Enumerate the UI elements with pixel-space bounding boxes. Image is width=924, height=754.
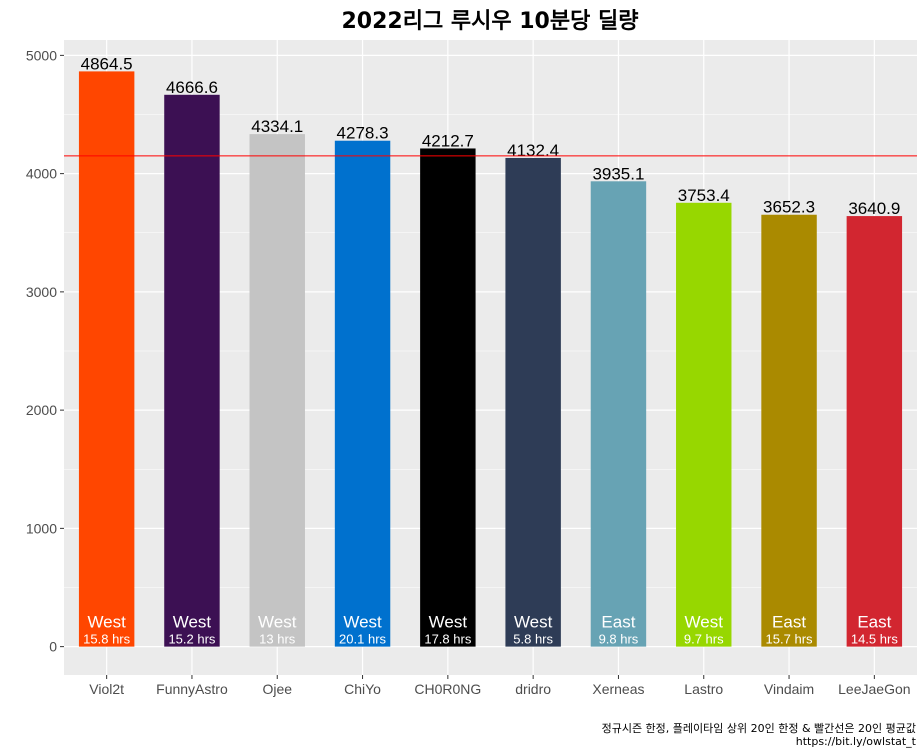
bar-value-label: 3753.4: [678, 186, 730, 205]
x-axis: Viol2t FunnyAstro Ojee ChiYo CH0R0NG dridro Xe…: [89, 675, 911, 697]
bar-value-label: 4212.7: [422, 131, 474, 150]
bar-value-label: 4666.6: [166, 78, 218, 97]
conference-label: East: [857, 613, 891, 632]
bar-value-label: 4132.4: [507, 141, 559, 160]
x-tick-label: Xerneas: [592, 681, 644, 697]
y-tick-label: 4000: [26, 166, 57, 182]
hours-label: 9.7 hrs: [684, 632, 724, 647]
bar-value-label: 3640.9: [848, 199, 900, 218]
hours-label: 17.8 hrs: [424, 632, 471, 647]
conference-label: East: [601, 613, 635, 632]
conference-label: West: [514, 613, 553, 632]
y-axis: 0 1000 2000 3000 4000 5000: [26, 47, 64, 655]
hours-label: 20.1 hrs: [339, 632, 386, 647]
y-tick-label: 1000: [26, 520, 57, 536]
bar-value-label: 4334.1: [251, 117, 303, 136]
bar: [164, 94, 220, 647]
hours-label: 9.8 hrs: [599, 632, 639, 647]
x-tick-label: LeeJaeGon: [838, 681, 910, 697]
hours-label: 15.8 hrs: [83, 632, 130, 647]
hours-label: 15.2 hrs: [168, 632, 215, 647]
bar: [420, 148, 476, 647]
conference-label: East: [772, 613, 806, 632]
bar-value-label: 4278.3: [337, 124, 389, 143]
x-tick-label: ChiYo: [344, 681, 381, 697]
y-tick-label: 0: [49, 639, 57, 655]
hours-label: 15.7 hrs: [766, 632, 813, 647]
x-tick-label: CH0R0NG: [414, 681, 481, 697]
bar-value-label: 3935.1: [592, 164, 644, 183]
bar: [78, 71, 135, 647]
y-tick-label: 3000: [26, 284, 57, 300]
conference-label: West: [429, 613, 468, 632]
x-tick-label: Ojee: [262, 681, 292, 697]
conference-label: West: [343, 613, 382, 632]
y-tick-label: 5000: [26, 47, 57, 63]
chart-title: 2022리그 루시우 10분당 딜량: [342, 9, 639, 34]
bar: [676, 202, 732, 647]
conference-label: West: [87, 613, 126, 632]
hours-label: 14.5 hrs: [851, 632, 898, 647]
x-tick-label: FunnyAstro: [156, 681, 228, 697]
x-tick-label: Viol2t: [89, 681, 124, 697]
conference-label: West: [258, 613, 297, 632]
bar: [249, 134, 305, 647]
x-tick-label: dridro: [515, 681, 551, 697]
bar: [505, 157, 561, 647]
x-tick-label: Lastro: [684, 681, 723, 697]
bar-value-label: 3652.3: [763, 198, 815, 217]
bar: [846, 216, 903, 647]
hours-label: 13 hrs: [259, 632, 296, 647]
conference-label: West: [685, 613, 724, 632]
bar-value-label: 4864.5: [81, 54, 133, 73]
x-tick-label: Vindaim: [764, 681, 814, 697]
conference-label: West: [173, 613, 212, 632]
caption-note: 정규시즌 한정, 플레이타임 상위 20인 한정 & 빨간선은 20인 평균값: [602, 722, 916, 735]
bar: [334, 140, 391, 647]
bar: [761, 214, 817, 647]
y-tick-label: 2000: [26, 402, 57, 418]
caption-source: https://bit.ly/owlstat_t: [796, 735, 917, 748]
hours-label: 5.8 hrs: [513, 632, 553, 647]
bar: [590, 181, 647, 647]
